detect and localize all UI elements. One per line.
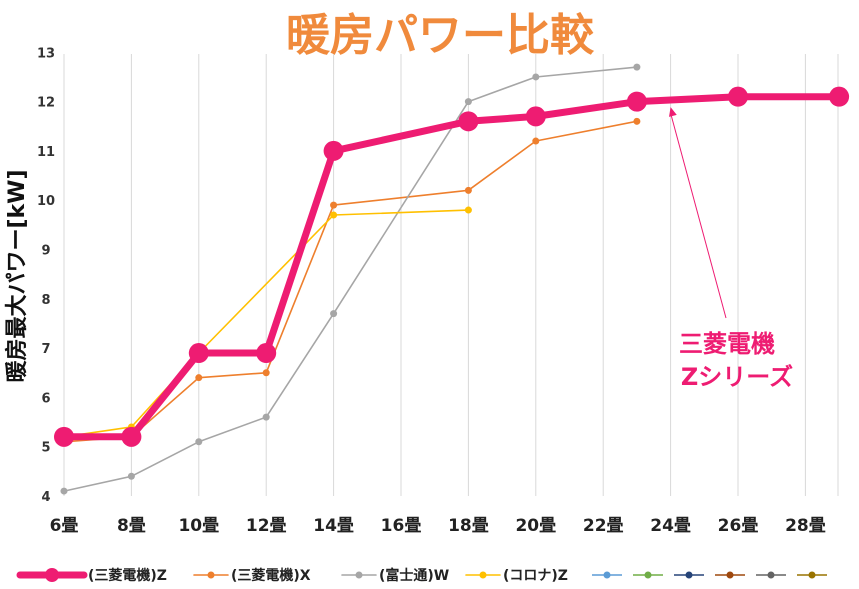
annotation-arrow-head: [669, 107, 677, 117]
legend-marker: [45, 568, 59, 582]
x-tick-label: 12畳: [246, 516, 287, 536]
x-tick-label: 10畳: [178, 516, 219, 536]
data-point: [532, 73, 540, 81]
series-2: [60, 63, 641, 495]
x-tick-label: 18畳: [448, 516, 489, 536]
data-point: [54, 426, 74, 447]
data-point: [188, 343, 209, 364]
x-tick-label: 22畳: [583, 516, 624, 536]
legend-label: (三菱電機)X: [231, 567, 311, 584]
legend-item-empty-0: [592, 571, 622, 579]
legend: (三菱電機)Z (三菱電機)X (富士通)W (コロナ)Z: [16, 567, 827, 584]
data-point: [256, 343, 277, 364]
legend-item-2: (富士通)W: [341, 567, 449, 584]
legend-item-empty-3: [715, 571, 745, 579]
y-tick-label: 6: [41, 391, 50, 406]
x-axis-ticks: 6畳 8畳 10畳 12畳 14畳 16畳 18畳 20畳 22畳 24畳 26畳 28畳: [50, 516, 826, 536]
data-point: [464, 186, 472, 194]
data-point: [626, 91, 647, 112]
legend-marker: [207, 571, 215, 579]
data-point: [458, 111, 479, 132]
data-point: [728, 86, 748, 107]
x-tick-label: 8畳: [117, 516, 146, 536]
data-point: [195, 374, 203, 382]
data-point: [262, 369, 270, 377]
series-line: [63, 66, 638, 492]
chart-title: 暖房パワー比較: [286, 10, 595, 61]
series-layer: [54, 63, 850, 495]
x-tick-label: 20畳: [515, 516, 556, 536]
y-tick-label: 12: [37, 96, 55, 111]
y-tick-label: 10: [37, 194, 55, 209]
data-point: [330, 211, 338, 219]
legend-label: (三菱電機)Z: [88, 567, 167, 584]
annotation-line-1: 三菱電機: [679, 330, 775, 358]
gridlines: [63, 54, 839, 496]
data-point: [121, 426, 142, 447]
y-axis-title: 暖房最大パワー[kW]: [4, 169, 30, 382]
legend-label: (コロナ)Z: [503, 568, 568, 584]
annotation-arrow: [670, 113, 727, 319]
legend-marker: [644, 571, 652, 579]
series-line: [63, 120, 638, 443]
x-tick-label: 6畳: [50, 516, 79, 536]
x-tick-label: 28畳: [785, 516, 826, 536]
data-point: [323, 140, 344, 161]
y-axis-ticks: 4 5 6 7 8 9 10 11 12 13: [37, 46, 55, 505]
legend-marker: [767, 571, 775, 579]
y-tick-label: 5: [41, 441, 50, 456]
legend-item-1: (三菱電機)X: [193, 567, 311, 584]
annotation: 三菱電機 Zシリーズ: [669, 107, 793, 391]
data-point: [829, 86, 850, 107]
x-tick-label: 14畳: [313, 516, 354, 536]
series-1: [60, 117, 641, 446]
y-tick-label: 9: [41, 244, 50, 259]
legend-marker: [355, 571, 363, 579]
data-point: [532, 137, 540, 145]
legend-item-3: (コロナ)Z: [465, 568, 568, 584]
data-point: [464, 206, 472, 214]
series-0: [54, 86, 850, 447]
legend-label: (富士通)W: [379, 567, 449, 584]
data-point: [195, 438, 203, 446]
legend-marker: [726, 571, 734, 579]
series-line: [60, 93, 843, 441]
legend-item-empty-4: [756, 571, 786, 579]
x-tick-label: 26畳: [718, 516, 759, 536]
annotation-line-2: Zシリーズ: [681, 363, 793, 391]
legend-marker: [603, 571, 611, 579]
y-tick-label: 8: [41, 293, 50, 308]
legend-marker: [808, 571, 816, 579]
y-tick-label: 7: [41, 342, 50, 357]
data-point: [633, 63, 641, 71]
data-point: [464, 98, 472, 106]
legend-item-empty-1: [633, 571, 663, 579]
data-point: [127, 472, 135, 480]
data-point: [60, 487, 68, 495]
y-tick-label: 13: [37, 46, 55, 61]
x-tick-label: 16畳: [381, 516, 422, 536]
legend-item-0: (三菱電機)Z: [16, 567, 167, 584]
x-tick-label: 24畳: [650, 516, 691, 536]
y-tick-label: 4: [41, 490, 50, 505]
legend-marker: [479, 571, 487, 579]
y-tick-label: 11: [37, 145, 55, 160]
legend-item-empty-2: [674, 571, 704, 579]
data-point: [525, 106, 546, 127]
data-point: [633, 117, 641, 125]
data-point: [262, 413, 270, 421]
legend-marker: [685, 571, 693, 579]
legend-item-empty-5: [797, 571, 827, 579]
data-point: [330, 201, 338, 209]
data-point: [330, 310, 338, 318]
